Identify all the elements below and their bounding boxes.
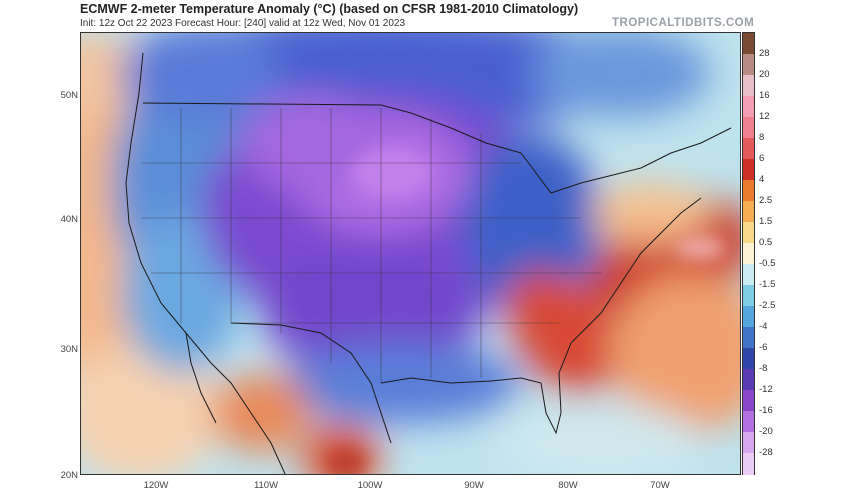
colorbar-segment xyxy=(743,138,754,160)
colorbar-segment xyxy=(743,54,754,76)
colorbar-tick-label: -6 xyxy=(759,342,768,353)
lat-label-30n: 30N xyxy=(60,344,78,355)
lon-label-120w: 120W xyxy=(143,480,169,491)
colorbar-segment xyxy=(743,201,754,223)
colorbar-segment xyxy=(743,96,754,118)
colorbar-segment xyxy=(743,306,754,328)
colorbar-tick-label: 4 xyxy=(759,174,765,185)
colorbar-segment xyxy=(743,432,754,454)
temperature-anomaly-map xyxy=(80,32,741,475)
lon-label-80w: 80W xyxy=(558,480,578,491)
colorbar-segment xyxy=(743,285,754,307)
watermark: TROPICALTIDBITS.COM xyxy=(612,17,755,29)
colorbar-segment xyxy=(743,243,754,265)
lat-label-40n: 40N xyxy=(60,214,78,225)
colorbar-tick-label: -0.5 xyxy=(759,258,776,269)
colorbar-segment xyxy=(743,348,754,370)
colorbar-segment xyxy=(743,411,754,433)
colorbar-segment xyxy=(743,180,754,202)
colorbar-legend xyxy=(742,32,755,475)
colorbar-segment xyxy=(743,75,754,97)
colorbar-tick-label: 0.5 xyxy=(759,237,773,248)
colorbar-segment xyxy=(743,159,754,181)
colorbar-tick-label: 20 xyxy=(759,69,770,80)
map-subtitle: Init: 12z Oct 22 2023 Forecast Hour: [24… xyxy=(80,18,405,29)
lat-label-20n: 20N xyxy=(60,470,78,481)
lon-label-100w: 100W xyxy=(357,480,383,491)
colorbar-tick-label: -8 xyxy=(759,363,768,374)
colorbar-segment xyxy=(743,390,754,412)
colorbar-segment xyxy=(743,453,754,475)
lat-label-50n: 50N xyxy=(60,90,78,101)
state-borders xyxy=(141,108,601,383)
lon-label-70w: 70W xyxy=(650,480,670,491)
colorbar-tick-label: 6 xyxy=(759,153,765,164)
colorbar-tick-label: 2.5 xyxy=(759,195,773,206)
colorbar-tick-label: 16 xyxy=(759,90,770,101)
colorbar-segment xyxy=(743,33,754,55)
colorbar-tick-label: -12 xyxy=(759,384,773,395)
colorbar-segment xyxy=(743,117,754,139)
colorbar-segment xyxy=(743,327,754,349)
lon-label-90w: 90W xyxy=(464,480,484,491)
colorbar-tick-label: -4 xyxy=(759,321,768,332)
colorbar-tick-label: -2.5 xyxy=(759,300,776,311)
colorbar-tick-label: -28 xyxy=(759,447,773,458)
colorbar-tick-label: 28 xyxy=(759,48,770,59)
colorbar-segment xyxy=(743,264,754,286)
colorbar-segment xyxy=(743,222,754,244)
colorbar-tick-label: -1.5 xyxy=(759,279,776,290)
colorbar-tick-label: 1.5 xyxy=(759,216,773,227)
anomaly-field xyxy=(81,33,740,474)
colorbar-tick-label: 12 xyxy=(759,111,770,122)
colorbar-tick-label: -20 xyxy=(759,426,773,437)
colorbar-tick-label: 8 xyxy=(759,132,765,143)
lon-label-110w: 110W xyxy=(253,480,279,491)
map-title: ECMWF 2-meter Temperature Anomaly (°C) (… xyxy=(80,2,579,16)
colorbar-segment xyxy=(743,369,754,391)
colorbar-tick-label: -16 xyxy=(759,405,773,416)
